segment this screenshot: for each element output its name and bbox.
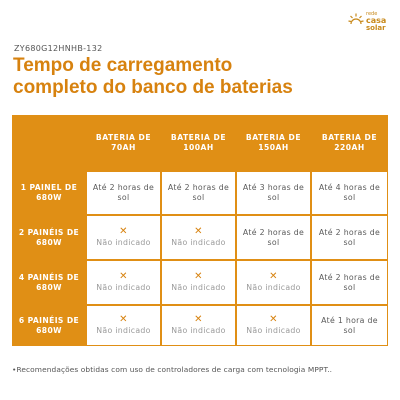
x-mark-icon: ✕ <box>119 271 128 282</box>
brand-logo: rede casa solar <box>348 10 394 32</box>
table-cell: ✕ Não indicado <box>87 216 160 259</box>
cell-text: Não indicado <box>246 283 301 292</box>
cell-text: Até 2 horas de sol <box>318 272 381 292</box>
footnote: •Recomendações obtidas com uso de contro… <box>12 365 333 374</box>
x-mark-icon: ✕ <box>269 314 278 325</box>
column-header: BATERIA DE 150AH <box>245 133 302 152</box>
table-cell: ✕ Não indicado <box>87 261 160 304</box>
table-cell: ✕ Não indicado <box>162 306 235 345</box>
row-header: 4 PAINÉIS DE 680W <box>18 272 80 292</box>
brand-line-3: solar <box>366 24 386 32</box>
row-header: 2 PAINÉIS DE 680W <box>18 227 80 247</box>
cell-text: Até 2 horas de sol <box>242 227 305 247</box>
cell-text: Até 4 horas de sol <box>318 183 381 202</box>
table-cell: ✕ Não indicado <box>237 306 310 345</box>
product-code: ZY680G12HNHB-132 <box>14 44 103 53</box>
table-cell: Até 2 horas de sol <box>312 216 387 259</box>
x-mark-icon: ✕ <box>119 314 128 325</box>
cell-text: Até 1 hora de sol <box>321 315 378 335</box>
x-mark-icon: ✕ <box>194 226 203 237</box>
column-header: BATERIA DE 100AH <box>170 133 227 152</box>
cell-text: Não indicado <box>96 283 151 292</box>
table-cell: ✕ Não indicado <box>162 261 235 304</box>
cell-text: Até 3 horas de sol <box>242 183 305 202</box>
table-cell: Até 2 horas de sol <box>87 172 160 214</box>
sun-icon <box>348 13 364 25</box>
row-header: 6 PAINÉIS DE 680W <box>18 315 80 335</box>
cell-text: Não indicado <box>246 326 301 335</box>
charging-time-table: BATERIA DE 70AH BATERIA DE 100AH BATERIA D… <box>12 115 388 346</box>
cell-text: Não indicado <box>171 283 226 292</box>
x-mark-icon: ✕ <box>119 226 128 237</box>
cell-text: Até 2 horas de sol <box>167 183 230 202</box>
table-cell: Até 4 horas de sol <box>312 172 387 214</box>
table-cell: ✕ Não indicado <box>237 261 310 304</box>
title-line-1: Tempo de carregamento <box>13 55 233 76</box>
x-mark-icon: ✕ <box>194 271 203 282</box>
cell-text: Até 2 horas de sol <box>92 183 155 202</box>
table-cell: Até 1 hora de sol <box>312 306 387 345</box>
table-cell: Até 2 horas de sol <box>237 216 310 259</box>
row-header: 1 PAINEL DE 680W <box>20 183 78 202</box>
cell-text: Não indicado <box>171 326 226 335</box>
x-mark-icon: ✕ <box>194 314 203 325</box>
x-mark-icon: ✕ <box>269 271 278 282</box>
table-cell: Até 3 horas de sol <box>237 172 310 214</box>
brand-line-1: rede <box>366 11 378 17</box>
cell-text: Não indicado <box>96 326 151 335</box>
column-header: BATERIA DE 70AH <box>95 133 152 152</box>
table-cell: Até 2 horas de sol <box>312 261 387 304</box>
table-cell: ✕ Não indicado <box>87 306 160 345</box>
table-cell: ✕ Não indicado <box>162 216 235 259</box>
column-header: BATERIA DE 220AH <box>321 133 378 152</box>
page-title: Tempo de carregamento completo do banco … <box>13 55 393 99</box>
title-line-2: completo do banco de baterias <box>13 77 293 98</box>
cell-text: Não indicado <box>96 238 151 247</box>
brand-line-2: casa <box>366 16 387 25</box>
cell-text: Não indicado <box>171 238 226 247</box>
table-cell: Até 2 horas de sol <box>162 172 235 214</box>
cell-text: Até 2 horas de sol <box>318 227 381 247</box>
brand-wordmark: rede casa solar <box>366 11 386 32</box>
table-corner <box>12 115 86 171</box>
